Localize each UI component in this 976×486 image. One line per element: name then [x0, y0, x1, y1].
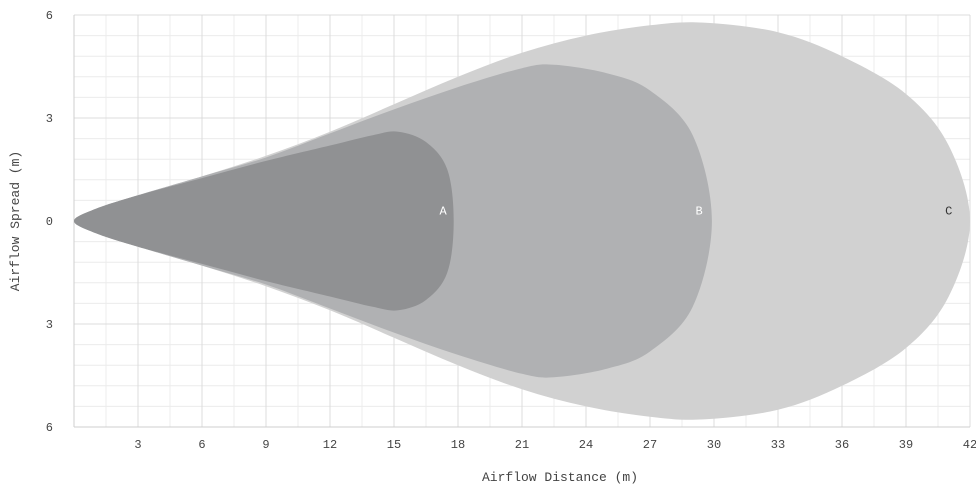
zone-label-a: A: [439, 205, 447, 219]
x-tick-label: 33: [771, 438, 785, 452]
x-tick-label: 15: [387, 438, 401, 452]
x-tick-label: 18: [451, 438, 465, 452]
y-tick-label: 3: [46, 112, 53, 126]
x-tick-label: 42: [963, 438, 976, 452]
x-tick-label: 12: [323, 438, 337, 452]
x-tick-label: 24: [579, 438, 593, 452]
zone-label-c: C: [945, 205, 952, 219]
zone-label-b: B: [695, 205, 702, 219]
x-tick-label: 3: [134, 438, 141, 452]
y-axis-title: Airflow Spread (m): [8, 151, 23, 291]
x-tick-label: 9: [262, 438, 269, 452]
airflow-zones: [74, 22, 970, 420]
x-tick-label: 21: [515, 438, 529, 452]
x-tick-label: 6: [198, 438, 205, 452]
x-tick-label: 30: [707, 438, 721, 452]
y-tick-label: 6: [46, 9, 53, 23]
x-tick-label: 36: [835, 438, 849, 452]
x-tick-label: 27: [643, 438, 657, 452]
x-axis-title: Airflow Distance (m): [482, 470, 638, 485]
y-axis-tick-labels: 6 3 0 3 6: [46, 9, 53, 435]
y-tick-label: 6: [46, 421, 53, 435]
zone-labels: CBA: [439, 205, 952, 219]
y-tick-label: 0: [46, 215, 53, 229]
x-axis-tick-labels: 3 6 9 12 15 18 21 24 27 30 33 36 39 42: [134, 438, 976, 452]
y-tick-label: 3: [46, 318, 53, 332]
x-tick-label: 39: [899, 438, 913, 452]
zone-a-area: [74, 131, 454, 311]
